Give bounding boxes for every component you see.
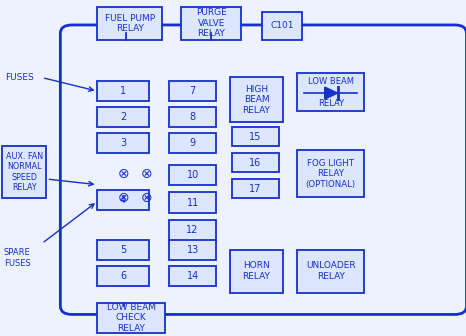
FancyBboxPatch shape: [262, 12, 302, 40]
Text: 6: 6: [120, 271, 126, 281]
FancyBboxPatch shape: [97, 107, 149, 127]
Text: UNLOADER
RELAY: UNLOADER RELAY: [306, 261, 356, 281]
Text: FUEL PUMP
RELAY: FUEL PUMP RELAY: [105, 13, 155, 33]
Text: 15: 15: [249, 132, 261, 142]
FancyBboxPatch shape: [97, 133, 149, 154]
FancyBboxPatch shape: [170, 165, 216, 185]
Text: FOG LIGHT
RELAY
(OPTIONAL): FOG LIGHT RELAY (OPTIONAL): [306, 159, 356, 188]
Text: 10: 10: [186, 170, 199, 180]
Text: LOW BEAM: LOW BEAM: [308, 77, 354, 86]
FancyBboxPatch shape: [170, 220, 216, 241]
Text: 1: 1: [120, 86, 126, 96]
FancyBboxPatch shape: [97, 190, 149, 210]
Text: 4: 4: [120, 195, 126, 205]
FancyBboxPatch shape: [170, 192, 216, 213]
Text: SPARE
FUSES: SPARE FUSES: [4, 248, 30, 267]
FancyBboxPatch shape: [232, 179, 279, 198]
Text: PURGE
VALVE
RELAY: PURGE VALVE RELAY: [196, 8, 226, 38]
FancyBboxPatch shape: [170, 265, 216, 286]
FancyBboxPatch shape: [2, 146, 47, 198]
Text: 5: 5: [120, 245, 126, 255]
FancyBboxPatch shape: [97, 265, 149, 286]
FancyBboxPatch shape: [170, 81, 216, 101]
Text: 12: 12: [186, 225, 199, 235]
Text: 7: 7: [190, 86, 196, 96]
Text: 16: 16: [249, 158, 261, 168]
FancyBboxPatch shape: [297, 250, 364, 293]
FancyBboxPatch shape: [181, 7, 241, 40]
Text: AUX. FAN
NORMAL
SPEED
RELAY: AUX. FAN NORMAL SPEED RELAY: [6, 152, 43, 192]
Text: C101: C101: [270, 21, 294, 30]
FancyBboxPatch shape: [97, 81, 149, 101]
FancyBboxPatch shape: [170, 133, 216, 154]
Text: 13: 13: [186, 245, 199, 255]
Text: HORN
RELAY: HORN RELAY: [242, 261, 270, 281]
FancyBboxPatch shape: [232, 153, 279, 172]
FancyBboxPatch shape: [97, 240, 149, 260]
FancyBboxPatch shape: [60, 25, 466, 314]
Text: 8: 8: [190, 112, 196, 122]
FancyBboxPatch shape: [232, 127, 279, 146]
Text: ⊗: ⊗: [141, 167, 152, 181]
FancyBboxPatch shape: [97, 303, 165, 333]
FancyBboxPatch shape: [230, 77, 283, 122]
FancyBboxPatch shape: [170, 107, 216, 127]
Text: 14: 14: [186, 271, 199, 281]
Text: 9: 9: [190, 138, 196, 148]
Text: ⊗: ⊗: [141, 191, 152, 205]
Text: 11: 11: [186, 198, 199, 208]
Text: LOW BEAM
CHECK
RELAY: LOW BEAM CHECK RELAY: [107, 303, 156, 333]
Text: 17: 17: [249, 184, 261, 194]
Text: ⊗: ⊗: [117, 191, 129, 205]
Text: FUSES: FUSES: [5, 73, 34, 82]
FancyBboxPatch shape: [297, 151, 364, 197]
Polygon shape: [325, 87, 338, 99]
FancyBboxPatch shape: [170, 240, 216, 260]
FancyBboxPatch shape: [97, 7, 163, 40]
FancyBboxPatch shape: [230, 250, 283, 293]
Text: 3: 3: [120, 138, 126, 148]
FancyBboxPatch shape: [297, 73, 364, 112]
Text: ⊗: ⊗: [117, 167, 129, 181]
Text: 2: 2: [120, 112, 126, 122]
Text: HIGH
BEAM
RELAY: HIGH BEAM RELAY: [242, 85, 270, 115]
Text: RELAY: RELAY: [318, 99, 344, 108]
